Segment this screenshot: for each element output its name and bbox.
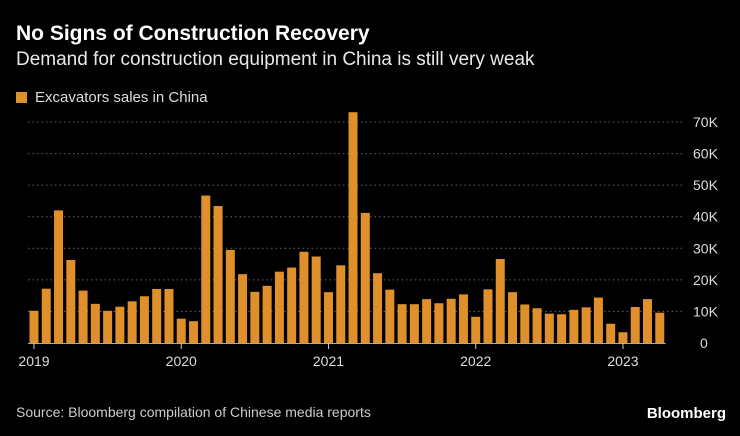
bar: [532, 308, 542, 343]
y-tick-label: 40K: [693, 209, 719, 225]
bar: [250, 291, 260, 343]
bar: [287, 267, 297, 343]
bar: [446, 298, 456, 343]
bar: [397, 304, 407, 343]
bar: [495, 259, 505, 343]
y-tick-label: 50K: [693, 177, 719, 193]
bar: [618, 332, 628, 343]
bar: [152, 289, 162, 343]
y-tick-label: 70K: [693, 114, 719, 130]
y-tick-label: 20K: [693, 272, 719, 288]
bar: [41, 288, 51, 343]
bloomberg-logo: Bloomberg: [646, 405, 726, 422]
bar: [225, 249, 235, 343]
bar: [299, 251, 309, 343]
y-tick-label: 10K: [693, 303, 719, 319]
bar: [164, 289, 174, 343]
chart-subtitle: Demand for construction equipment in Chi…: [16, 49, 535, 70]
bar: [373, 273, 383, 343]
bar: [483, 289, 493, 343]
x-tick-label: 2019: [18, 353, 49, 369]
bar: [593, 297, 603, 343]
bar: [581, 307, 591, 343]
x-tick-label: 2022: [460, 353, 491, 369]
legend-swatch: [16, 92, 27, 103]
x-tick-label: 2021: [313, 353, 344, 369]
bar: [471, 316, 481, 343]
y-tick-label: 30K: [693, 240, 719, 256]
bar: [78, 290, 88, 343]
chart-title: No Signs of Construction Recovery: [16, 22, 370, 45]
bar: [274, 271, 284, 343]
bar: [66, 259, 76, 343]
bar: [520, 304, 530, 343]
y-tick-label: 0: [700, 335, 708, 351]
bar: [544, 313, 554, 343]
legend-label: Excavators sales in China: [35, 89, 208, 106]
bar: [348, 112, 358, 343]
bar: [569, 309, 579, 343]
bar: [409, 304, 419, 343]
bar: [127, 301, 137, 343]
bar: [29, 310, 39, 343]
bar: [103, 310, 113, 343]
bar: [189, 321, 199, 343]
bar: [176, 318, 186, 343]
bar: [643, 299, 652, 343]
bar: [557, 314, 567, 343]
bar: [262, 285, 272, 343]
bar: [90, 303, 100, 343]
bar: [323, 292, 333, 343]
bar: [360, 212, 370, 343]
legend: Excavators sales in China: [16, 89, 208, 106]
bar: [385, 289, 395, 343]
bar: [336, 265, 346, 343]
bar: [655, 312, 665, 343]
bar: [213, 205, 223, 343]
bar: [238, 274, 248, 343]
bar: [508, 292, 518, 343]
bar: [311, 256, 321, 343]
bar: [54, 210, 64, 343]
bar: [139, 296, 149, 343]
x-tick-label: 2023: [607, 353, 638, 369]
x-tick-label: 2020: [166, 353, 197, 369]
bar: [630, 307, 640, 343]
bar: [201, 195, 211, 343]
y-tick-label: 60K: [693, 146, 719, 162]
bar: [115, 306, 125, 343]
source-note: Source: Bloomberg compilation of Chinese…: [16, 404, 371, 420]
bar: [422, 299, 432, 343]
bar: [458, 294, 468, 343]
bar: [606, 323, 616, 343]
bar: [434, 303, 444, 343]
